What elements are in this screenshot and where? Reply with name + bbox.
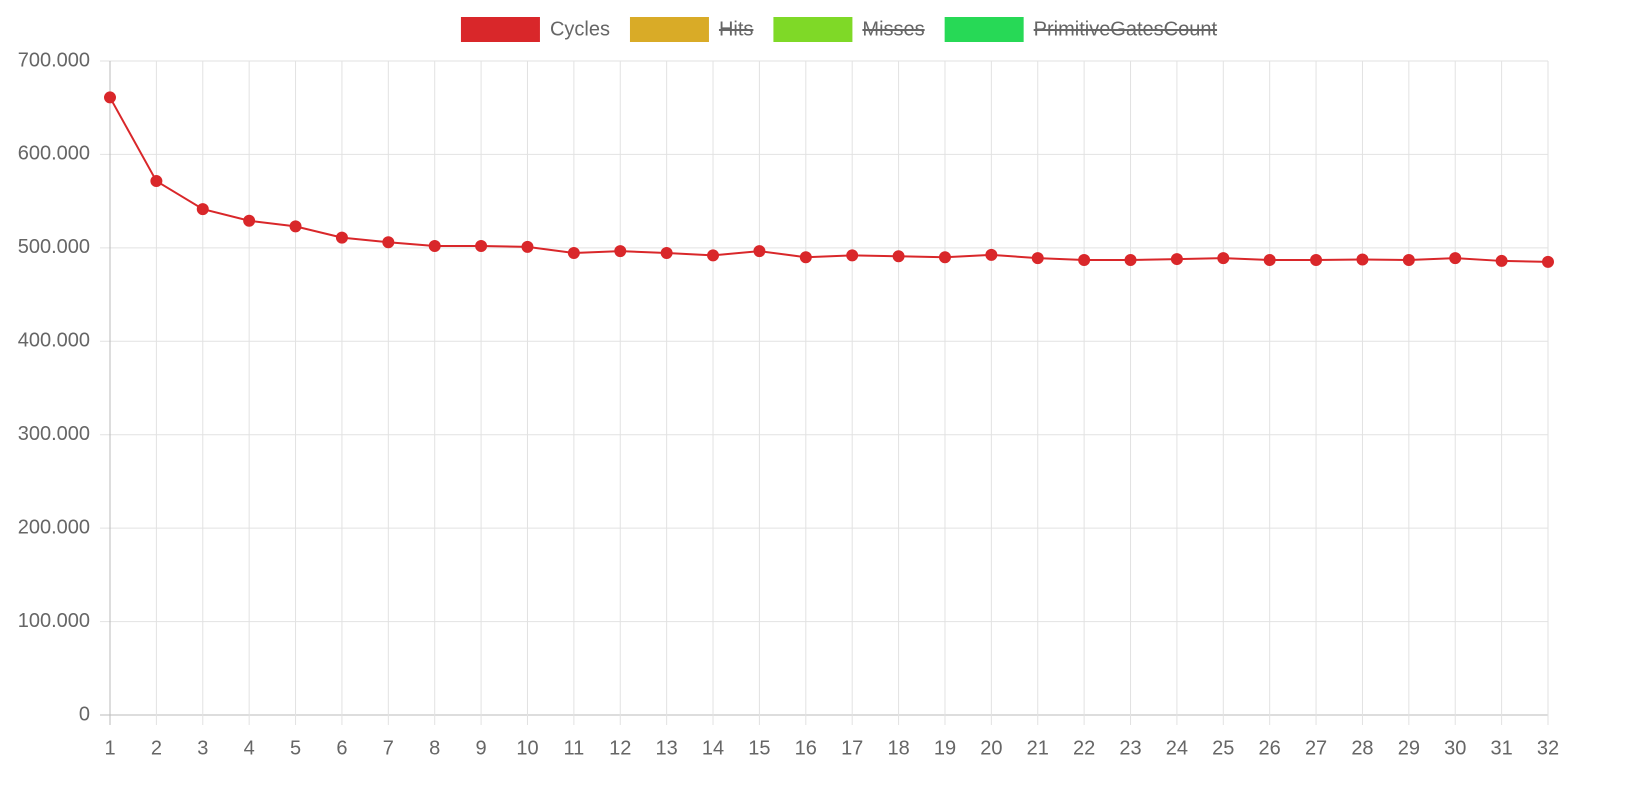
x-tick-label: 26 [1259,737,1281,759]
x-tick-label: 24 [1166,737,1188,759]
data-point [289,220,302,233]
data-point [1124,254,1137,267]
x-tick-label: 30 [1444,737,1466,759]
data-point [938,251,951,264]
legend-label[interactable]: Cycles [550,18,610,40]
data-point [521,240,534,253]
legend-swatch[interactable] [629,17,709,42]
data-point [846,249,859,262]
x-tick-label: 18 [887,737,909,759]
x-tick-label: 17 [841,737,863,759]
data-point [985,248,998,261]
x-tick-label: 11 [563,737,584,759]
data-point [243,214,256,227]
x-tick-label: 16 [795,737,817,759]
x-tick-label: 28 [1351,737,1373,759]
x-tick-label: 7 [383,737,394,759]
x-tick-label: 4 [244,737,255,759]
x-tick-label: 12 [609,737,631,759]
data-point [1263,254,1276,267]
x-tick-label: 31 [1490,737,1512,759]
x-tick-label: 21 [1027,737,1049,759]
data-point [1031,252,1044,265]
x-tick-label: 8 [429,737,440,759]
y-tick-label: 700.000 [18,49,90,71]
legend-swatch[interactable] [773,17,853,42]
x-tick-label: 3 [197,737,208,759]
legend-swatch[interactable] [460,17,540,42]
data-point [1495,254,1508,267]
data-point [475,239,488,252]
data-point [335,231,348,244]
x-tick-label: 1 [104,737,115,759]
data-point [799,251,812,264]
x-tick-label: 20 [980,737,1002,759]
data-point [196,203,209,216]
data-point [1402,254,1415,267]
x-tick-label: 32 [1537,737,1559,759]
legend-swatch[interactable] [944,17,1024,42]
data-point [660,246,673,259]
y-tick-label: 500.000 [18,236,90,258]
data-point [1217,252,1230,265]
data-point [753,245,766,258]
data-point [892,250,905,263]
data-point [1310,254,1323,267]
x-tick-label: 25 [1212,737,1234,759]
x-tick-label: 15 [748,737,770,759]
data-point [707,249,720,262]
data-point [1356,253,1369,266]
data-point [614,245,627,258]
x-tick-label: 5 [290,737,301,759]
data-point [428,239,441,252]
x-tick-label: 22 [1073,737,1095,759]
data-point [1170,253,1183,266]
data-point [567,246,580,259]
x-tick-label: 9 [476,737,487,759]
data-point [1449,252,1462,265]
y-tick-label: 300.000 [18,423,90,445]
x-tick-label: 23 [1119,737,1141,759]
data-point [104,91,116,104]
data-point [382,236,395,249]
y-tick-label: 100.000 [18,610,90,632]
y-tick-label: 200.000 [18,516,90,538]
x-tick-label: 13 [656,737,678,759]
x-tick-label: 6 [336,737,347,759]
x-tick-label: 27 [1305,737,1327,759]
y-tick-label: 0 [79,703,90,725]
y-tick-label: 600.000 [18,143,90,165]
data-point [150,175,163,188]
series-line [109,96,1549,263]
data-point [1078,254,1091,267]
x-tick-label: 19 [934,737,956,759]
data-point [1542,255,1554,268]
y-tick-label: 400.000 [18,330,90,352]
x-tick-label: 29 [1398,737,1420,759]
x-tick-label: 14 [702,737,724,759]
x-tick-label: 10 [516,737,538,759]
x-tick-label: 2 [151,737,162,759]
